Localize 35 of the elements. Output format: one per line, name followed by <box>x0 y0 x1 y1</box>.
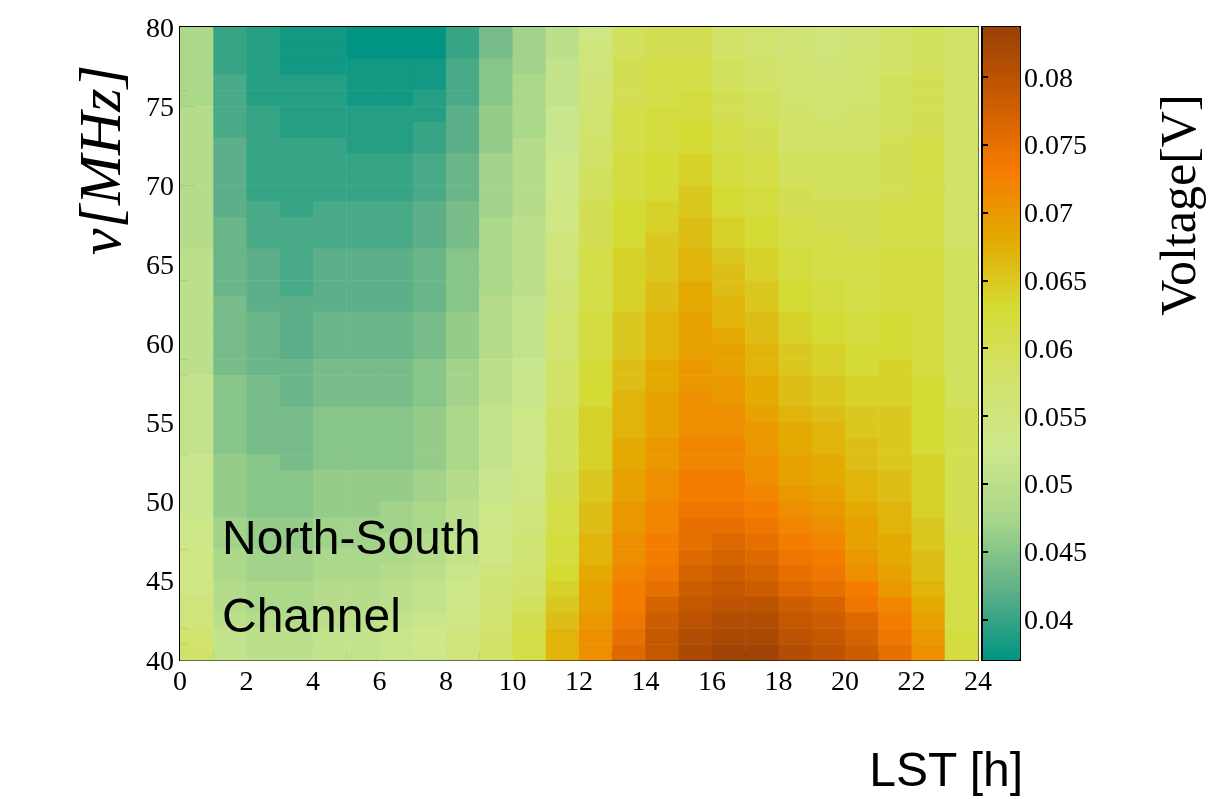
annotation: North-South Channel <box>222 510 481 642</box>
color-bar-label: 0.05 <box>1024 468 1073 500</box>
x-tick-label: 22 <box>897 664 926 696</box>
y-tick-label: 40 <box>146 644 174 676</box>
x-tick-label: 0 <box>173 664 187 696</box>
color-bar-label: 0.065 <box>1024 264 1087 296</box>
x-tick-label: 18 <box>764 664 793 696</box>
x-tick-label: 6 <box>372 664 387 696</box>
x-tick-label: 10 <box>498 664 527 696</box>
x-tick-label: 2 <box>239 664 254 696</box>
color-bar-label: 0.08 <box>1024 61 1073 93</box>
color-bar-label: 0.06 <box>1024 332 1073 364</box>
y-tick-label: 45 <box>146 565 174 597</box>
x-tick-label: 8 <box>439 664 453 696</box>
x-tick-label: 16 <box>698 664 726 696</box>
x-axis-title: LST [h] <box>869 742 1024 796</box>
x-tick-label: 12 <box>565 664 593 696</box>
y-axis-title: ν[MHz] <box>67 65 133 255</box>
x-tick-label: 4 <box>306 664 320 696</box>
color-bar-label: 0.07 <box>1024 197 1073 229</box>
x-tick-label: 24 <box>964 664 992 696</box>
color-bar-label: 0.075 <box>1024 129 1087 161</box>
color-bar-label: 0.055 <box>1024 400 1087 432</box>
y-tick-label: 55 <box>146 407 174 439</box>
y-tick-label: 60 <box>146 328 174 359</box>
y-tick-label: 75 <box>146 90 174 122</box>
color-bar-label: 0.04 <box>1024 603 1073 635</box>
color-bar-label: 0.045 <box>1024 536 1087 568</box>
y-tick-label: 80 <box>146 11 174 43</box>
y-tick-label: 70 <box>146 169 174 201</box>
y-tick-label: 50 <box>146 486 174 518</box>
x-tick-label: 14 <box>631 664 660 696</box>
x-tick-label: 20 <box>831 664 859 696</box>
y-tick-label: 65 <box>146 248 174 280</box>
color-bar-title: Voltage[V] <box>1150 94 1206 316</box>
